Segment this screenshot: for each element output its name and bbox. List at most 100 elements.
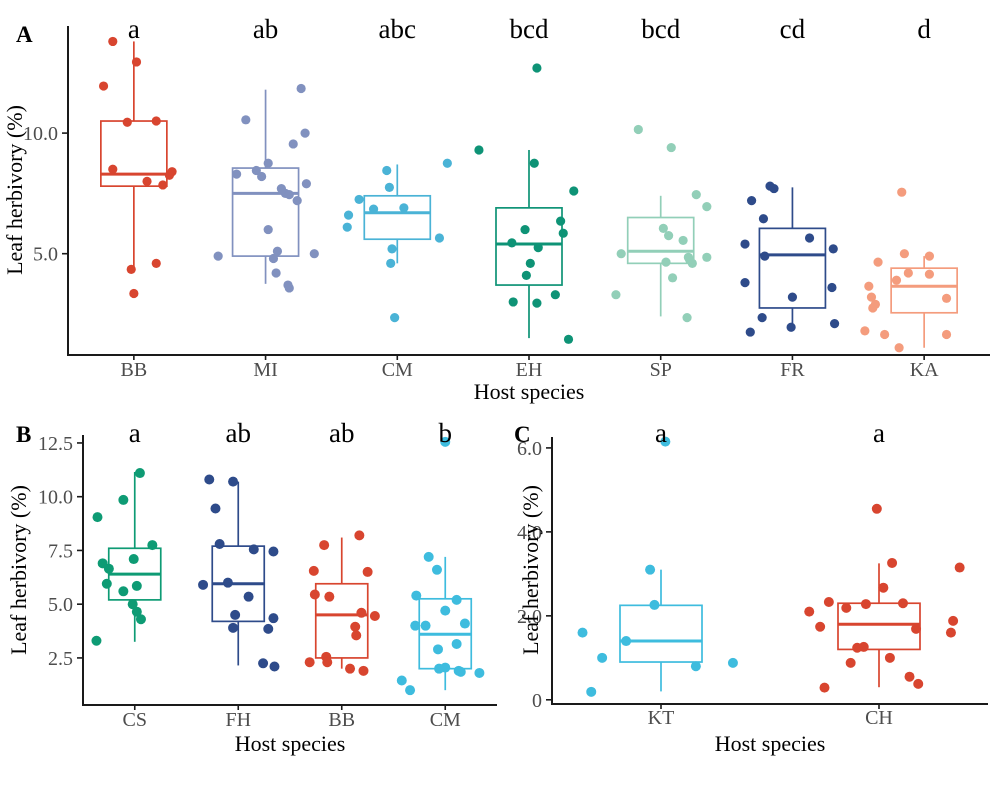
jitter-point <box>405 685 416 696</box>
jitter-point <box>903 268 913 278</box>
jitter-point <box>324 591 335 602</box>
jitter-point <box>558 228 568 238</box>
jitter-point <box>243 591 254 602</box>
jitter-point <box>786 322 796 332</box>
jitter-point <box>897 598 908 609</box>
jitter-point <box>702 252 712 262</box>
panel-A: 10.0 5.0 Host species Leaf herbivory (%) A a B… <box>2 14 990 404</box>
jitter-point <box>866 292 877 302</box>
jitter-point <box>924 269 935 279</box>
jitter-point <box>860 326 870 336</box>
jitter-point <box>362 566 373 577</box>
category-label: CS <box>123 709 147 731</box>
jitter-point <box>804 233 815 243</box>
jitter-point <box>550 290 560 300</box>
jitter-point <box>442 158 452 168</box>
jitter-point <box>92 512 103 523</box>
jitter-point <box>151 116 161 126</box>
group-FR: cd FR <box>740 14 840 381</box>
jitter-point <box>263 623 274 634</box>
jitter-point <box>288 139 298 149</box>
category-label: BB <box>328 709 355 731</box>
jitter-point <box>263 158 273 168</box>
jitter-point <box>451 638 462 649</box>
jitter-point <box>678 235 688 246</box>
jitter-point <box>431 564 442 575</box>
jitter-point <box>271 268 281 278</box>
jitter-point <box>213 251 223 261</box>
jitter-point <box>284 283 294 293</box>
jitter-point <box>433 644 444 655</box>
panel-label: A <box>16 22 33 47</box>
jitter-point <box>740 239 750 249</box>
jitter-point <box>384 182 394 192</box>
jitter-point <box>819 682 830 693</box>
category-label: EH <box>516 359 543 381</box>
jitter-point <box>410 620 421 631</box>
jitter-point <box>913 678 924 689</box>
jitter-point <box>455 666 466 677</box>
jitter-point <box>103 563 114 574</box>
jitter-point <box>633 124 643 135</box>
y-tick-label: 2.0 <box>517 606 542 628</box>
panel-label: B <box>16 422 31 447</box>
jitter-point <box>645 564 656 575</box>
significance-letter: a <box>873 418 885 448</box>
jitter-point <box>269 661 280 672</box>
jitter-point <box>740 278 750 288</box>
group-CS: a CS <box>91 418 162 731</box>
category-label: BB <box>121 359 148 381</box>
jitter-point <box>746 196 757 206</box>
jitter-point <box>941 293 952 303</box>
jitter-point <box>664 231 674 241</box>
jitter-point <box>268 613 279 624</box>
category-label: CH <box>865 707 893 729</box>
jitter-point <box>945 627 956 638</box>
jitter-point <box>841 602 852 613</box>
category-label: FR <box>780 359 805 381</box>
jitter-point <box>101 578 112 589</box>
jitter-point <box>358 665 369 676</box>
jitter-point <box>420 620 431 631</box>
jitter-point <box>164 170 175 180</box>
jitter-point <box>769 183 779 194</box>
jitter-point <box>434 233 445 243</box>
jitter-point <box>941 329 952 340</box>
jitter-point <box>597 652 608 663</box>
box-MI <box>231 167 300 257</box>
panel-label: C <box>514 422 531 447</box>
jitter-point <box>230 609 241 620</box>
jitter-point <box>142 176 152 186</box>
jitter-point <box>91 635 102 646</box>
panel-B: 12.5 10.0 7.5 5.0 2.5 Host species Leaf herbiv… <box>6 418 497 756</box>
y-axis-title: Leaf herbivory (%) <box>518 485 543 655</box>
jitter-point <box>702 202 712 212</box>
jitter-point <box>301 179 312 189</box>
jitter-point <box>864 281 874 291</box>
significance-letter: bcd <box>641 14 680 44</box>
jitter-point <box>529 158 539 168</box>
significance-letter: a <box>129 418 141 448</box>
jitter-point <box>308 565 319 576</box>
jitter-point <box>396 675 407 686</box>
jitter-point <box>228 476 239 487</box>
jitter-point <box>300 128 310 138</box>
x-axis-title: Host species <box>235 731 346 756</box>
jitter-point <box>440 605 451 616</box>
group-BB: ab BB <box>304 418 380 731</box>
jitter-point <box>507 238 517 248</box>
significance-letter: cd <box>780 14 806 44</box>
jitter-point <box>222 577 233 588</box>
jitter-point <box>520 224 530 235</box>
jitter-point <box>871 503 882 514</box>
jitter-point <box>387 244 397 254</box>
significance-letter: a <box>655 418 667 448</box>
y-axis-title: Leaf herbivory (%) <box>2 105 27 275</box>
category-label: KA <box>910 359 939 381</box>
jitter-point <box>760 251 770 261</box>
jitter-point <box>296 83 306 94</box>
jitter-point <box>309 589 320 600</box>
jitter-point <box>804 606 815 617</box>
